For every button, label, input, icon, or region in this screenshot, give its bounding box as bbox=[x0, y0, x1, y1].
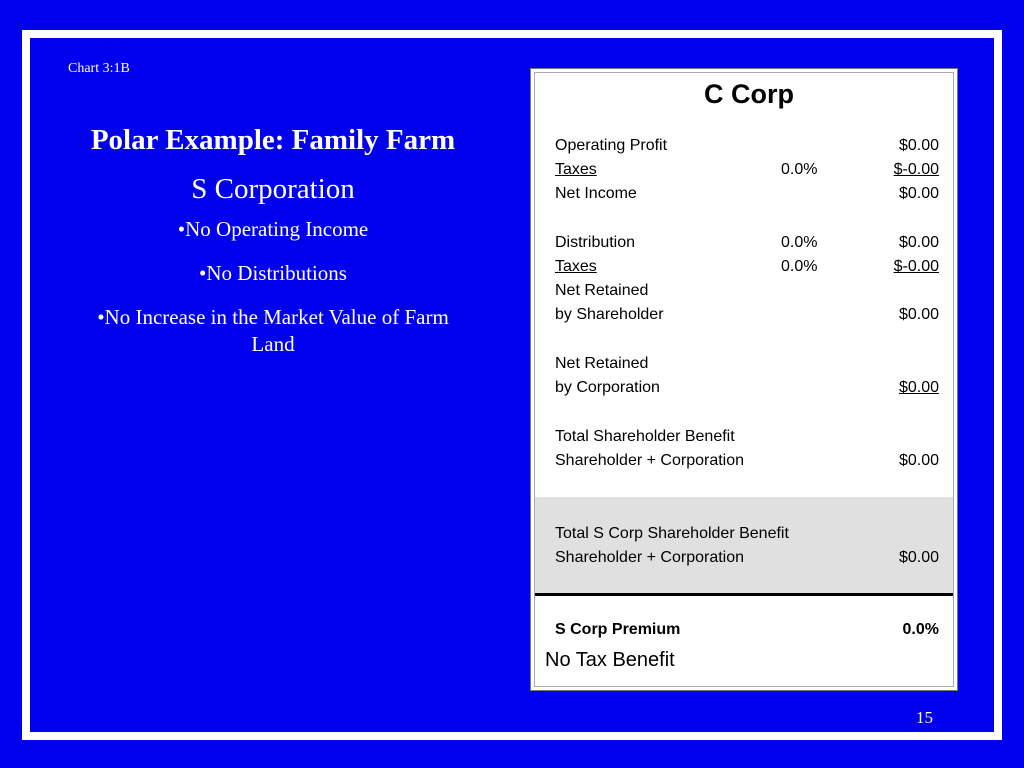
chart-label: Chart 3:1B bbox=[68, 61, 130, 76]
row-net-retained-shareholder-heading: Net Retained bbox=[555, 279, 939, 303]
row-amount: $-0.00 bbox=[893, 161, 939, 178]
tax-benefit-label: No Tax Benefit bbox=[545, 649, 675, 671]
panel-title: C Corp bbox=[704, 79, 794, 109]
slide-subtitle: S Corporation bbox=[191, 173, 355, 205]
row-percent: 0.0% bbox=[781, 161, 818, 178]
slide-title: Polar Example: Family Farm bbox=[90, 124, 456, 156]
row-label: Operating Profit bbox=[555, 137, 668, 154]
row-total-shareholder-benefit: Total Shareholder Benefit bbox=[555, 425, 939, 449]
row-label: S Corp Premium bbox=[555, 621, 681, 638]
row-amount: $-0.00 bbox=[893, 258, 939, 275]
row-amount: $0.00 bbox=[898, 452, 939, 469]
row-total-s-corp-benefit: Total S Corp Shareholder Benefit bbox=[555, 522, 939, 546]
c-corp-table-panel: C Corp Operating Profit $0.00 Taxes 0.0%… bbox=[530, 68, 958, 691]
row-amount: $0.00 bbox=[898, 137, 939, 154]
row-amount: $0.00 bbox=[898, 549, 939, 566]
page-number: 15 bbox=[916, 708, 933, 727]
row-distribution: Distribution 0.0% $0.00 bbox=[555, 231, 939, 255]
row-label: Shareholder + Corporation bbox=[555, 452, 745, 469]
row-label: by Shareholder bbox=[555, 306, 664, 323]
row-label: Taxes bbox=[555, 161, 597, 178]
row-taxes-2: Taxes 0.0% $-0.00 bbox=[555, 255, 939, 279]
row-label: Total Shareholder Benefit bbox=[555, 428, 735, 445]
row-net-retained-corporation-heading: Net Retained bbox=[555, 352, 939, 376]
bullet-no-market-value-increase: •No Increase in the Market Value of Farm… bbox=[97, 305, 449, 356]
row-label: Total S Corp Shareholder Benefit bbox=[555, 525, 789, 542]
row-label: Taxes bbox=[555, 258, 597, 275]
row-amount: $0.00 bbox=[898, 185, 939, 202]
row-percent: 0.0% bbox=[781, 234, 818, 251]
shaded-section bbox=[535, 497, 953, 593]
row-label: Net Retained bbox=[555, 282, 649, 299]
row-operating-profit: Operating Profit $0.00 bbox=[555, 134, 939, 158]
slide-text-column: Polar Example: Family Farm S Corporation… bbox=[78, 120, 468, 375]
row-label: Net Retained bbox=[555, 355, 649, 372]
row-label: Shareholder + Corporation bbox=[555, 549, 745, 566]
row-by-corporation: by Corporation $0.00 bbox=[555, 376, 939, 400]
panel-border: C Corp Operating Profit $0.00 Taxes 0.0%… bbox=[534, 72, 954, 687]
row-taxes-1: Taxes 0.0% $-0.00 bbox=[555, 158, 939, 182]
row-percent: 0.0% bbox=[781, 258, 818, 275]
row-amount: $0.00 bbox=[898, 306, 939, 323]
row-amount: 0.0% bbox=[902, 621, 939, 638]
section-divider bbox=[535, 593, 953, 596]
row-s-corp-premium: S Corp Premium 0.0% bbox=[555, 618, 939, 642]
row-label: Distribution bbox=[555, 234, 636, 251]
row-amount: $0.00 bbox=[898, 379, 939, 396]
row-net-income: Net Income $0.00 bbox=[555, 182, 939, 206]
bullet-no-distributions: •No Distributions bbox=[199, 261, 347, 285]
row-label: by Corporation bbox=[555, 379, 660, 396]
row-label: Net Income bbox=[555, 185, 637, 202]
row-by-shareholder: by Shareholder $0.00 bbox=[555, 303, 939, 327]
row-s-corp-shareholder-plus-corporation: Shareholder + Corporation $0.00 bbox=[555, 546, 939, 570]
bullet-no-operating-income: •No Operating Income bbox=[177, 217, 369, 241]
row-amount: $0.00 bbox=[898, 234, 939, 251]
row-shareholder-plus-corporation: Shareholder + Corporation $0.00 bbox=[555, 449, 939, 473]
